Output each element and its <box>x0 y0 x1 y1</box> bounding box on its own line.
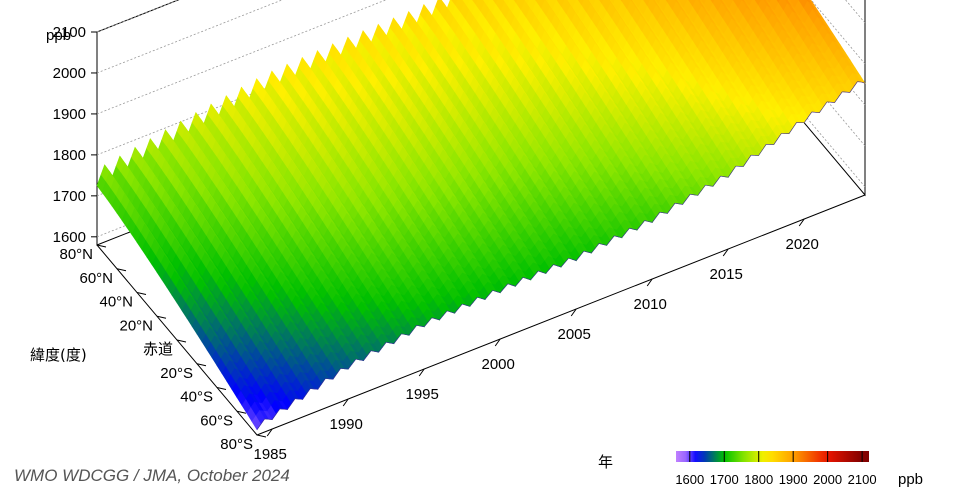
concentration-surface <box>96 0 866 431</box>
z-gridline <box>96 0 866 115</box>
